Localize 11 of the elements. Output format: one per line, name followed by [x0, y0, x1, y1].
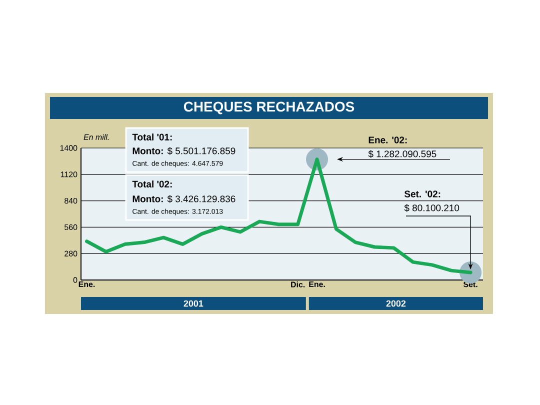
annotation: Monto: $ 5.501.176.859	[132, 147, 236, 155]
annotation: $ 80.100.210	[404, 204, 460, 212]
chart-title: CHEQUES RECHAZADOS	[184, 102, 354, 114]
text: 2001	[184, 300, 204, 307]
text: Total '01:	[132, 134, 172, 140]
text: 2002	[386, 300, 406, 307]
annotation: $ 1.282.090.595	[368, 150, 436, 158]
annotation: Total '02:	[132, 180, 172, 188]
annotation: Monto: $ 3.426.129.836	[132, 195, 236, 203]
text: Ene. '02:	[368, 136, 407, 144]
annotation: Set. '02:	[404, 190, 440, 198]
